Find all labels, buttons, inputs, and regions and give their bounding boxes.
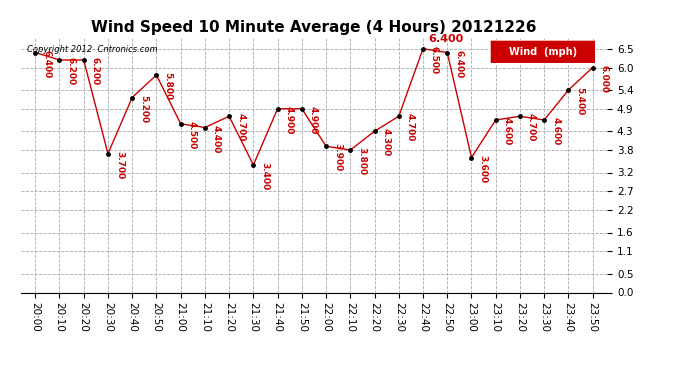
Text: 4.300: 4.300: [382, 129, 391, 157]
Text: 4.700: 4.700: [527, 114, 536, 142]
Text: 6.400: 6.400: [454, 50, 463, 78]
Text: 5.400: 5.400: [575, 87, 584, 116]
Text: 4.600: 4.600: [551, 117, 560, 146]
Text: 6.400: 6.400: [42, 50, 51, 78]
Text: 3.900: 3.900: [333, 144, 342, 172]
Text: 6.200: 6.200: [66, 57, 75, 86]
Text: 6.200: 6.200: [90, 57, 99, 86]
Title: Wind Speed 10 Minute Average (4 Hours) 20121226: Wind Speed 10 Minute Average (4 Hours) 2…: [91, 20, 537, 35]
Text: 5.800: 5.800: [164, 72, 172, 100]
Text: 4.900: 4.900: [284, 106, 293, 134]
Text: 4.600: 4.600: [502, 117, 512, 146]
Text: 6.400: 6.400: [428, 34, 463, 44]
Text: 4.700: 4.700: [236, 114, 245, 142]
Text: 4.700: 4.700: [406, 114, 415, 142]
Text: 4.400: 4.400: [212, 125, 221, 153]
Text: 4.900: 4.900: [309, 106, 318, 134]
Text: 6.000: 6.000: [600, 65, 609, 93]
Text: 3.700: 3.700: [115, 151, 124, 179]
Text: 3.800: 3.800: [357, 147, 366, 176]
Text: Copyright 2012  Cntronics.com: Copyright 2012 Cntronics.com: [26, 45, 157, 54]
Text: 5.200: 5.200: [139, 95, 148, 123]
Text: 3.400: 3.400: [260, 162, 269, 190]
Text: 6.500: 6.500: [430, 46, 439, 74]
Text: 4.500: 4.500: [188, 121, 197, 149]
Text: 3.600: 3.600: [478, 155, 487, 183]
